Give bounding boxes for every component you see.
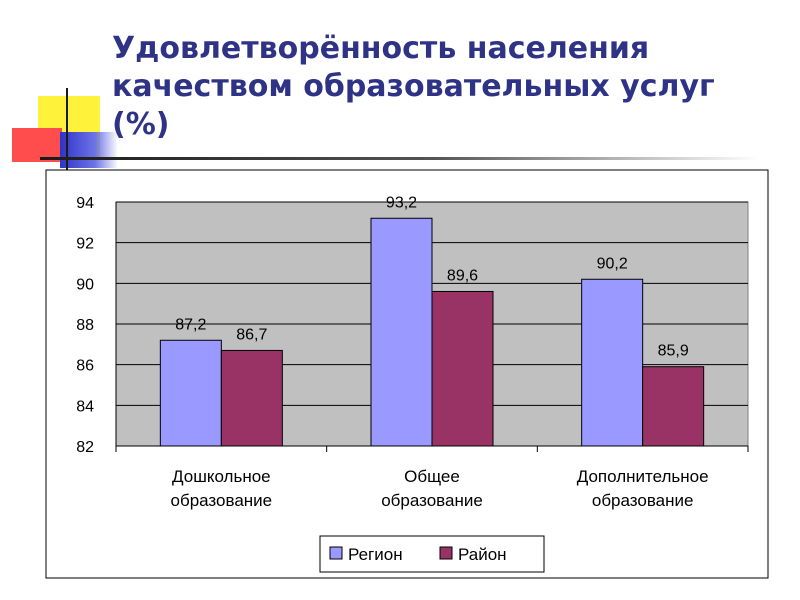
decor-vertical-line: [66, 88, 68, 180]
data-label: 89,6: [447, 267, 478, 284]
bar: [431, 290, 494, 447]
data-label: 87,2: [175, 316, 206, 333]
legend-label: Регион: [348, 545, 403, 564]
data-label: 86,7: [236, 326, 267, 343]
y-tick-label: 88: [76, 317, 94, 334]
bar: [642, 366, 705, 447]
y-tick-label: 82: [76, 439, 94, 456]
legend-swatch: [439, 546, 453, 560]
x-tick-label: образование: [381, 491, 483, 510]
data-label: 93,2: [386, 194, 417, 211]
y-tick-label: 92: [76, 236, 94, 253]
legend-label: Район: [458, 545, 507, 564]
decor-blue-square: [60, 132, 118, 168]
legend-box: [319, 535, 545, 573]
y-tick-label: 84: [76, 398, 94, 415]
x-tick-label: Дошкольное: [172, 467, 271, 486]
x-tick-label: Общее: [404, 467, 460, 486]
y-tick-label: 86: [76, 358, 94, 375]
slide-title: Удовлетворённость населения качеством об…: [112, 31, 715, 142]
bar: [220, 349, 283, 447]
x-tick-label: образование: [171, 491, 273, 510]
x-tick-label: Дополнительное: [577, 467, 709, 486]
data-label: 85,9: [658, 343, 689, 360]
y-tick-label: 90: [76, 276, 94, 293]
bar: [370, 217, 433, 447]
y-tick-label: 94: [76, 195, 94, 212]
x-tick-label: образование: [592, 491, 694, 510]
bar: [159, 339, 222, 447]
decor-red-square: [12, 128, 62, 162]
legend-swatch: [329, 546, 343, 560]
data-label: 90,2: [597, 255, 628, 272]
decor-title-underline: [40, 157, 760, 160]
bar: [581, 278, 644, 447]
